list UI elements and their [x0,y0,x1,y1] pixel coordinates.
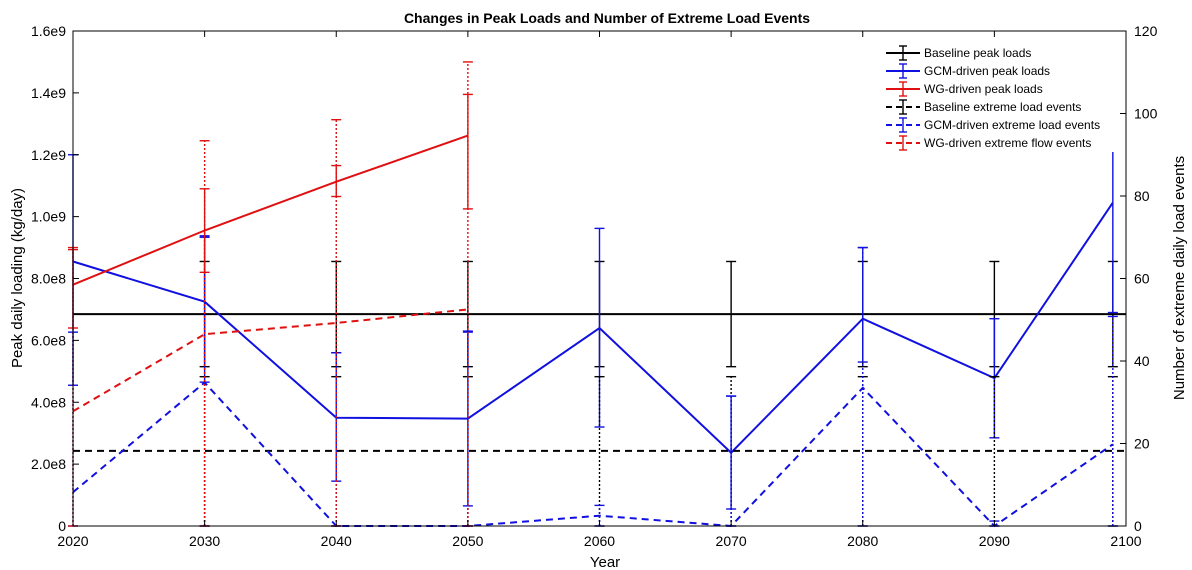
legend-entry: Baseline extreme load events [924,100,1081,114]
y-left-tick-label: 1.2e9 [31,147,66,163]
y-right-tick-label: 0 [1134,518,1142,534]
series-1 [68,92,1118,510]
chart-title: Changes in Peak Loads and Number of Extr… [404,10,810,26]
y-right-tick-label: 120 [1134,23,1158,39]
axis-ticks: 2020 2030 2040 2050 2060 2070 2080 2090 210002.0… [31,23,1158,549]
legend-entry: Baseline peak loads [924,46,1031,60]
plot-area [68,61,1126,528]
series-line [72,202,1114,455]
series-2 [68,93,473,329]
x-tick-label: 2050 [452,533,483,549]
y-left-tick-label: 4.0e8 [31,394,66,410]
x-axis-title: Year [590,554,620,570]
x-tick-label: 2040 [321,533,352,549]
series-5 [68,61,473,527]
x-tick-label: 2030 [189,533,220,549]
x-tick-label: 2020 [57,533,88,549]
y-right-tick-label: 100 [1134,106,1158,122]
series-line [72,308,469,413]
y-axis-right-title: Number of extreme daily load events [1171,156,1188,400]
legend-entry: WG-driven peak loads [924,82,1043,96]
y-left-tick-label: 1.6e9 [31,23,66,39]
legend-entry: GCM-driven peak loads [924,64,1050,78]
x-tick-label: 2070 [716,533,747,549]
y-left-tick-label: 1.0e9 [31,209,66,225]
legend-entry: GCM-driven extreme load events [924,118,1100,132]
legend: Baseline peak loads GCM-driven peak loads… [870,40,1120,152]
y-left-tick-label: 1.4e9 [31,85,66,101]
y-right-tick-label: 40 [1134,353,1150,369]
y-right-tick-label: 60 [1134,271,1150,287]
series-line [72,134,469,286]
y-axis-left-title: Peak daily loading (kg/day) [9,188,26,368]
y-right-tick-label: 80 [1134,188,1150,204]
legend-background [870,40,1120,152]
y-left-tick-label: 8.0e8 [31,271,66,287]
x-tick-label: 2060 [584,533,615,549]
x-tick-label: 2090 [979,533,1010,549]
series-line [72,381,1114,528]
y-right-tick-label: 20 [1134,436,1150,452]
legend-entry: WG-driven extreme flow events [924,136,1091,150]
x-tick-label: 2080 [847,533,878,549]
y-left-tick-label: 6.0e8 [31,332,66,348]
y-left-tick-label: 0 [58,518,66,534]
y-left-tick-label: 2.0e8 [31,456,66,472]
series-4 [68,236,1118,528]
x-tick-label: 2100 [1110,533,1141,549]
